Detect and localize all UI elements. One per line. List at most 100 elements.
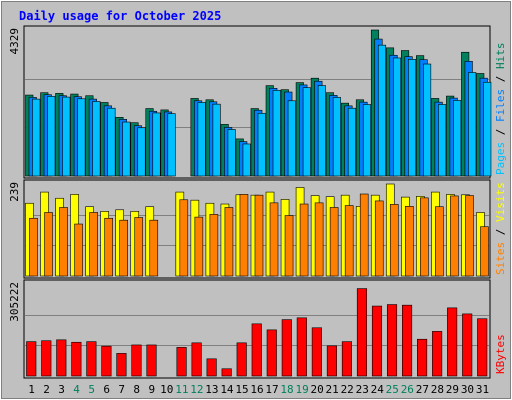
x-tick-label: 23	[356, 383, 369, 396]
bar-pages-day-23	[362, 104, 372, 177]
bar-kbytes-day-14	[221, 368, 232, 377]
bar-pages-day-29	[453, 100, 462, 177]
bar-pages-day-12	[197, 102, 206, 177]
x-tick-label: 9	[148, 383, 155, 396]
bar-kbytes-day-13	[206, 358, 217, 377]
bar-kbytes-day-26	[402, 304, 413, 377]
x-tick-label: 28	[431, 383, 444, 396]
chart-panels: 4329 239 305222	[8, 25, 492, 379]
bar-kbytes-day-6	[101, 345, 112, 377]
x-tick-label: 7	[118, 383, 125, 396]
x-tick-label: 24	[371, 383, 385, 396]
bar-pages-day-19	[302, 87, 311, 177]
bar-sites-day-9	[149, 219, 159, 277]
bar-sites-day-22	[344, 205, 354, 277]
x-tick-label: 2	[43, 383, 50, 396]
bar-kbytes-day-7	[116, 353, 127, 377]
bar-sites-day-20	[314, 202, 324, 277]
bar-sites-day-23	[359, 193, 369, 277]
x-tick-label: 16	[250, 383, 263, 396]
bar-pages-day-21	[332, 97, 341, 177]
bar-kbytes-day-11	[176, 347, 187, 377]
bar-sites-day-5	[89, 212, 98, 277]
bar-pages-day-6	[107, 107, 116, 177]
bar-sites-day-13	[209, 214, 219, 277]
bar-pages-day-25	[392, 57, 402, 177]
bar-sites-day-17	[269, 202, 279, 277]
bar-pages-day-17	[272, 90, 281, 177]
x-tick-label: 15	[235, 383, 248, 396]
x-tick-label: 19	[295, 383, 308, 396]
y-max-label: 4329	[8, 28, 21, 55]
bar-pages-day-4	[77, 98, 86, 177]
bar-pages-day-24	[377, 44, 387, 177]
bar-sites-day-25	[389, 204, 399, 277]
bar-sites-day-31	[480, 226, 489, 277]
x-tick-label: 25	[386, 383, 399, 396]
bar-kbytes-day-2	[41, 340, 52, 377]
bar-sites-day-29	[450, 195, 459, 277]
panel-visits_sites: 239	[8, 179, 491, 279]
bar-pages-day-14	[227, 129, 236, 177]
legend-pages-files-hits: Pages / Files / Hits	[494, 43, 507, 176]
bar-pages-day-13	[212, 103, 221, 177]
bar-pages-day-10	[167, 113, 176, 177]
bar-sites-day-15	[239, 194, 249, 277]
y-max-label: 239	[8, 182, 21, 202]
panel-hits_files_pages: 4329	[8, 25, 492, 179]
x-tick-label: 10	[160, 383, 173, 396]
bar-kbytes-day-21	[326, 345, 337, 377]
bar-kbytes-day-15	[236, 342, 247, 377]
bar-sites-day-8	[134, 217, 144, 277]
bar-kbytes-day-8	[131, 344, 142, 377]
bar-sites-day-16	[254, 194, 264, 277]
x-tick-label: 12	[190, 383, 203, 396]
bar-kbytes-day-31	[477, 318, 488, 377]
bar-pages-day-1	[32, 98, 41, 177]
x-tick-label: 8	[133, 383, 140, 396]
bar-sites-day-12	[194, 216, 204, 277]
bar-pages-day-15	[242, 143, 251, 177]
x-tick-label: 21	[326, 383, 339, 396]
bar-sites-day-19	[299, 203, 309, 277]
bar-kbytes-day-28	[432, 331, 443, 377]
chart-title: Daily usage for October 2025	[19, 9, 221, 23]
bar-kbytes-day-12	[191, 342, 202, 377]
bar-pages-day-28	[438, 104, 447, 177]
bar-pages-day-5	[92, 101, 101, 177]
bar-pages-day-30	[468, 72, 477, 177]
bar-sites-day-21	[329, 207, 339, 277]
bar-sites-day-30	[465, 195, 474, 277]
x-tick-label: 22	[341, 383, 354, 396]
x-tick-label: 3	[58, 383, 65, 396]
x-tick-label: 30	[461, 383, 474, 396]
bar-kbytes-day-19	[296, 317, 307, 377]
bar-pages-day-18	[287, 100, 296, 177]
bar-pages-day-9	[152, 112, 161, 177]
bar-pages-day-31	[483, 81, 492, 177]
bar-kbytes-day-23	[356, 288, 368, 377]
bar-sites-day-27	[420, 197, 429, 277]
panel-kbytes: 305222	[8, 279, 491, 379]
bar-kbytes-day-4	[71, 341, 82, 377]
bar-kbytes-day-27	[417, 338, 428, 377]
bar-sites-day-28	[435, 206, 444, 277]
bar-sites-day-3	[59, 207, 68, 277]
x-tick-label: 29	[446, 383, 459, 396]
bar-kbytes-day-18	[281, 319, 292, 377]
x-tick-label: 14	[220, 383, 234, 396]
bar-sites-day-11	[179, 199, 189, 277]
bar-kbytes-day-16	[251, 323, 262, 377]
legend-kbytes: KBytes	[494, 334, 507, 374]
bar-kbytes-day-30	[462, 313, 473, 377]
x-tick-label: 18	[280, 383, 293, 396]
bar-sites-day-6	[104, 217, 113, 277]
legend-sites-visits: Sites / Visits	[494, 182, 507, 275]
bar-pages-day-2	[47, 96, 56, 177]
bar-pages-day-26	[408, 59, 417, 177]
x-tick-label: 17	[265, 383, 278, 396]
x-axis-labels: 1 2 3 4 5 6 7 8 9 10 11 12 13 14 15 16 17 18 19 20 21 22 23 24 2…	[28, 383, 489, 396]
bar-kbytes-day-25	[386, 304, 398, 377]
bar-sites-day-18	[284, 215, 294, 277]
